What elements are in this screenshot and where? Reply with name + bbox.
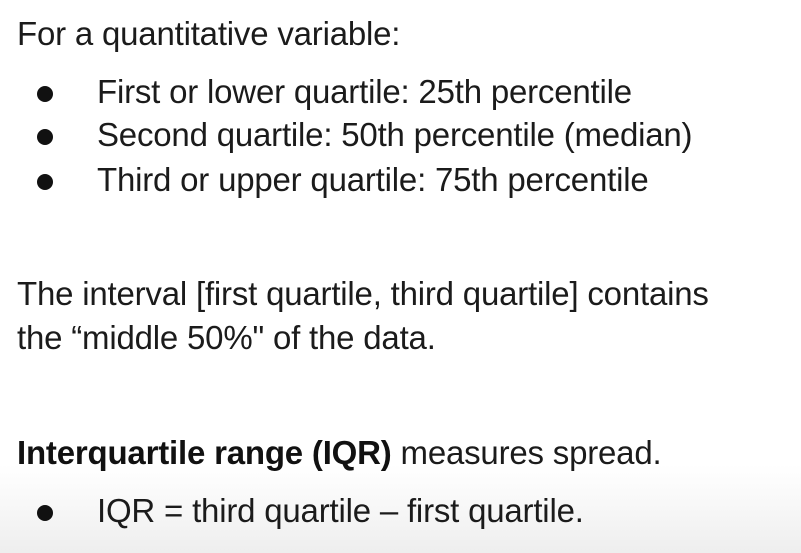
iqr-term: Interquartile range (IQR): [17, 434, 392, 471]
bullet-icon: [37, 86, 53, 102]
bullet-item-third-quartile: Third or upper quartile: 75th percentile: [0, 160, 801, 200]
iqr-heading: Interquartile range (IQR) measures sprea…: [17, 433, 662, 473]
interval-text-line-2: the “middle 50%" of the data.: [17, 319, 436, 356]
bullet-icon: [37, 129, 53, 145]
bullet-item-iqr-formula: IQR = third quartile – first quartile.: [0, 491, 801, 531]
bullet-item-first-quartile: First or lower quartile: 25th percentile: [0, 72, 801, 112]
bullet-icon: [37, 174, 53, 190]
iqr-description: measures spread.: [391, 434, 662, 471]
bullet-icon: [37, 505, 53, 521]
intro-text: For a quantitative variable:: [17, 15, 401, 52]
bullet-text: Second quartile: 50th percentile (median…: [97, 116, 693, 153]
bullet-text: IQR = third quartile – first quartile.: [97, 492, 584, 529]
interval-text-line-1: The interval [first quartile, third quar…: [17, 275, 709, 312]
bullet-item-second-quartile: Second quartile: 50th percentile (median…: [0, 115, 801, 155]
bullet-text: First or lower quartile: 25th percentile: [97, 73, 632, 110]
bullet-text: Third or upper quartile: 75th percentile: [97, 161, 649, 198]
